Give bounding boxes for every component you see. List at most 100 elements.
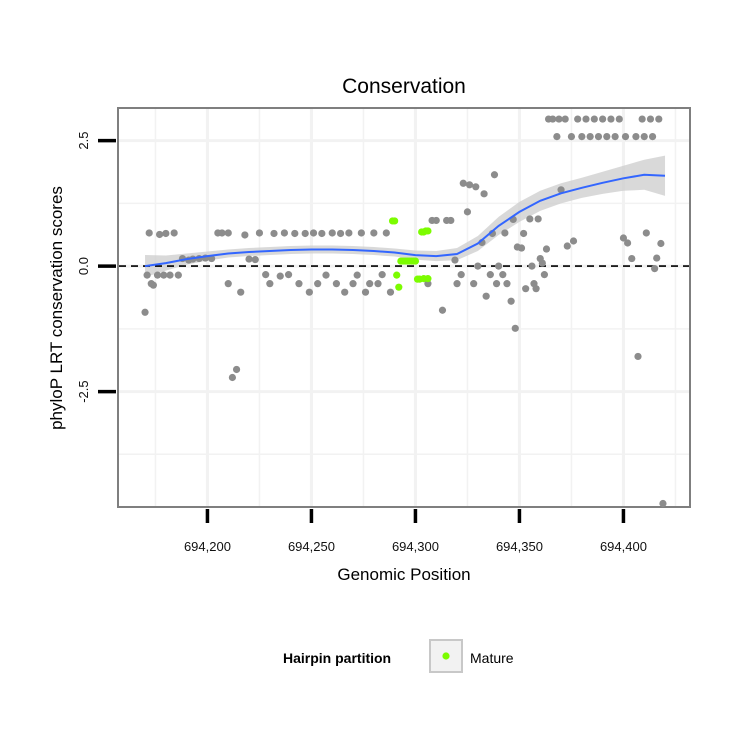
- other-point: [642, 229, 650, 237]
- loess-line: [144, 173, 666, 268]
- other-point: [538, 259, 546, 267]
- other-point: [345, 229, 353, 237]
- other-point: [507, 297, 515, 305]
- other-point: [170, 229, 178, 237]
- other-point: [569, 237, 578, 245]
- y-tick-label: 2.5: [76, 132, 91, 150]
- x-axis-title: Genomic Position: [337, 565, 470, 584]
- other-point: [648, 133, 657, 141]
- other-point: [305, 288, 313, 296]
- other-point: [628, 254, 636, 263]
- other-point: [634, 352, 642, 361]
- data-points: [141, 115, 667, 508]
- other-point: [540, 271, 549, 279]
- other-point: [599, 115, 607, 123]
- other-point: [657, 239, 665, 248]
- other-point: [586, 133, 594, 141]
- other-point: [549, 115, 557, 123]
- other-point: [615, 115, 623, 123]
- other-point: [309, 229, 318, 237]
- other-point: [534, 215, 542, 223]
- other-point: [145, 229, 153, 237]
- other-point: [349, 280, 357, 288]
- mature-point: [393, 271, 401, 279]
- other-point: [542, 245, 551, 253]
- other-point: [503, 280, 511, 288]
- other-point: [490, 171, 499, 179]
- x-tick-label: 694,400: [600, 539, 647, 554]
- other-point: [522, 285, 530, 293]
- legend-mature-swatch: [442, 652, 450, 660]
- other-point: [528, 262, 536, 270]
- other-point: [166, 271, 174, 279]
- other-point: [459, 179, 467, 187]
- other-point: [532, 285, 540, 293]
- x-tick-label: 694,350: [496, 539, 543, 554]
- other-point: [382, 229, 390, 237]
- other-point: [366, 280, 374, 288]
- other-point: [621, 133, 630, 141]
- other-point: [472, 183, 480, 191]
- other-point: [245, 255, 253, 263]
- other-point: [224, 280, 232, 288]
- other-point: [224, 229, 232, 237]
- other-point: [270, 229, 278, 238]
- other-point: [438, 306, 447, 314]
- other-point: [567, 133, 576, 141]
- other-point: [480, 190, 488, 198]
- other-point: [482, 292, 490, 300]
- other-point: [241, 231, 249, 239]
- other-point: [557, 186, 565, 194]
- other-point: [318, 229, 326, 238]
- other-point: [638, 115, 646, 123]
- other-point: [295, 280, 303, 288]
- other-point: [619, 234, 628, 242]
- other-point: [651, 265, 659, 273]
- y-axis-title: phyloP LRT conservation scores: [47, 186, 66, 430]
- y-tick-label: 0.0: [76, 257, 91, 275]
- other-point: [424, 280, 432, 288]
- other-point: [284, 271, 293, 279]
- y-tick-label: -2.5: [76, 380, 91, 402]
- other-point: [328, 229, 336, 237]
- other-point: [553, 133, 561, 141]
- legend: Hairpin partition Mature: [283, 639, 514, 673]
- legend-label-mature: Mature: [470, 650, 514, 666]
- other-point: [336, 229, 345, 238]
- other-point: [143, 271, 151, 279]
- other-point: [603, 133, 611, 141]
- other-point: [276, 272, 284, 280]
- smooth-confidence-band: [145, 155, 666, 278]
- grid-lines: [119, 109, 689, 506]
- other-point: [251, 255, 259, 264]
- other-point: [291, 229, 299, 238]
- other-point: [582, 115, 590, 123]
- legend-title: Hairpin partition: [283, 650, 391, 666]
- other-point: [646, 115, 655, 123]
- x-tick-label: 694,200: [184, 539, 231, 554]
- other-point: [474, 262, 482, 270]
- other-point: [578, 133, 586, 141]
- other-point: [232, 365, 241, 374]
- other-point: [341, 288, 349, 296]
- other-point: [149, 281, 157, 289]
- other-point: [640, 133, 648, 141]
- other-point: [632, 133, 640, 141]
- other-point: [314, 280, 322, 288]
- other-point: [156, 230, 164, 239]
- other-point: [624, 239, 632, 247]
- other-point: [301, 229, 309, 238]
- plot-panel: [117, 107, 691, 508]
- other-point: [280, 229, 288, 237]
- other-point: [370, 229, 378, 237]
- other-point: [470, 280, 478, 288]
- mature-point: [411, 257, 420, 265]
- other-point: [457, 271, 465, 279]
- confidence-band-area: [145, 155, 666, 278]
- other-point: [611, 133, 619, 141]
- other-point: [499, 271, 507, 279]
- other-point: [378, 271, 386, 279]
- other-point: [590, 115, 598, 123]
- other-point: [447, 216, 455, 225]
